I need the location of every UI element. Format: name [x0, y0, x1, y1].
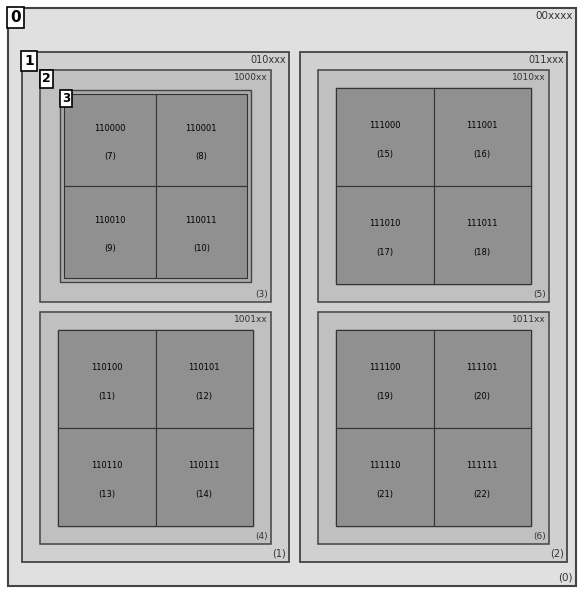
Bar — [58, 428, 155, 526]
Bar — [336, 186, 433, 284]
Text: (8): (8) — [195, 152, 207, 161]
Bar — [433, 186, 531, 284]
Text: (2): (2) — [550, 549, 564, 559]
Text: (21): (21) — [376, 490, 393, 499]
Bar — [64, 94, 155, 186]
Bar — [58, 330, 253, 526]
Text: (19): (19) — [376, 392, 393, 401]
Text: 110000: 110000 — [94, 124, 126, 133]
Bar — [60, 90, 251, 282]
Text: (14): (14) — [196, 490, 213, 499]
Text: 111100: 111100 — [369, 363, 401, 372]
Text: 111011: 111011 — [467, 219, 498, 228]
Bar — [433, 88, 531, 186]
Text: (17): (17) — [376, 248, 393, 257]
Text: 0: 0 — [10, 10, 20, 25]
Text: (10): (10) — [193, 244, 210, 253]
Bar — [336, 330, 531, 526]
Bar — [336, 88, 433, 186]
Bar — [155, 186, 247, 278]
Text: 111001: 111001 — [467, 121, 498, 130]
Text: 1010xx: 1010xx — [512, 73, 546, 82]
Text: (9): (9) — [104, 244, 116, 253]
Text: (13): (13) — [98, 490, 115, 499]
Bar — [58, 330, 155, 428]
Text: (1): (1) — [272, 549, 286, 559]
Text: (22): (22) — [474, 490, 491, 499]
Bar — [155, 94, 247, 186]
Bar — [155, 428, 253, 526]
Text: (7): (7) — [104, 152, 116, 161]
Text: 1011xx: 1011xx — [512, 315, 546, 324]
Bar — [300, 52, 567, 562]
Text: 111010: 111010 — [369, 219, 401, 228]
Text: 011xxx: 011xxx — [529, 55, 564, 65]
Text: (3): (3) — [255, 290, 268, 299]
Bar — [318, 70, 549, 302]
Text: (6): (6) — [533, 532, 546, 541]
Bar — [336, 330, 433, 428]
Text: 110101: 110101 — [189, 363, 220, 372]
Text: (11): (11) — [98, 392, 115, 401]
Text: 110010: 110010 — [94, 217, 126, 226]
Text: 110110: 110110 — [91, 461, 123, 469]
Bar — [22, 52, 289, 562]
Text: 111101: 111101 — [467, 363, 498, 372]
Text: 110100: 110100 — [91, 363, 123, 372]
Text: 1: 1 — [24, 54, 34, 68]
Text: (15): (15) — [376, 150, 393, 159]
Bar — [64, 186, 155, 278]
Text: 3: 3 — [62, 92, 70, 105]
Text: 2: 2 — [42, 72, 51, 85]
Bar — [40, 70, 271, 302]
Text: (12): (12) — [196, 392, 213, 401]
Bar — [433, 428, 531, 526]
Bar — [336, 88, 531, 284]
Text: 1001xx: 1001xx — [234, 315, 268, 324]
Text: (16): (16) — [474, 150, 491, 159]
Bar — [336, 428, 433, 526]
Text: 010xxx: 010xxx — [251, 55, 286, 65]
Text: (5): (5) — [533, 290, 546, 299]
Text: 110001: 110001 — [186, 124, 217, 133]
Bar — [318, 312, 549, 544]
Text: (0): (0) — [558, 573, 573, 583]
Text: 110111: 110111 — [189, 461, 220, 469]
Text: (20): (20) — [474, 392, 491, 401]
Bar — [155, 330, 253, 428]
Text: 111000: 111000 — [369, 121, 401, 130]
Text: 111110: 111110 — [369, 461, 401, 469]
Text: (18): (18) — [474, 248, 491, 257]
Text: (4): (4) — [255, 532, 268, 541]
Text: 111111: 111111 — [467, 461, 498, 469]
Text: 00xxxx: 00xxxx — [536, 11, 573, 21]
Text: 110011: 110011 — [186, 217, 217, 226]
Bar — [433, 330, 531, 428]
Text: 1000xx: 1000xx — [234, 73, 268, 82]
Bar — [40, 312, 271, 544]
